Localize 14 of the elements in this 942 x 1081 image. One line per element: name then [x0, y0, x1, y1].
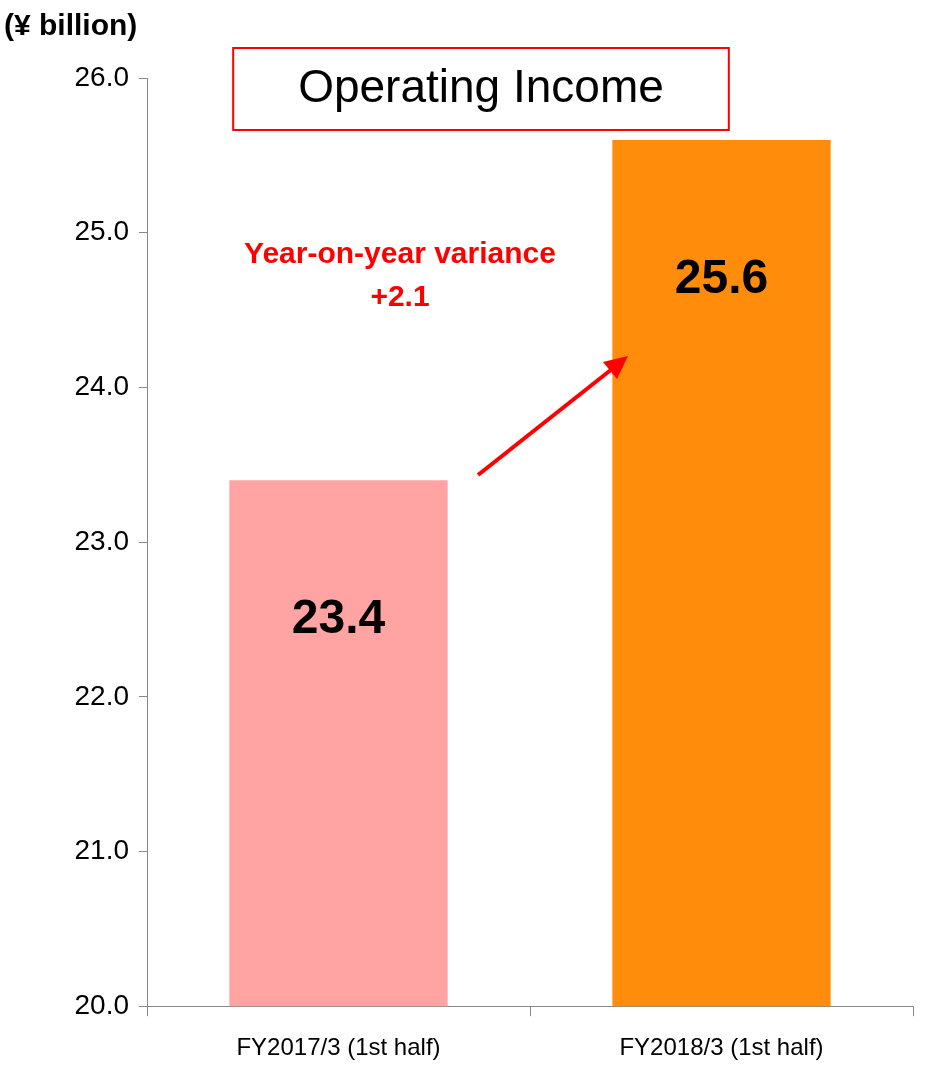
y-tick-label: 24.0 [74, 370, 129, 402]
y-tick-label: 26.0 [74, 60, 129, 92]
y-tick-label: 20.0 [74, 988, 129, 1020]
y-axis-title: (¥ billion) [4, 8, 138, 42]
x-tick-label: FY2017/3 (1st half) [236, 1033, 441, 1061]
y-tick-label: 23.0 [74, 524, 129, 556]
x-tick-label: FY2018/3 (1st half) [619, 1033, 824, 1061]
data-label: 25.6 [674, 250, 769, 304]
y-tick-label: 22.0 [74, 679, 129, 711]
y-tick-label: 25.0 [74, 215, 129, 247]
chart-title: Operating Income [298, 59, 664, 112]
data-label: 23.4 [291, 590, 386, 644]
y-tick-label: 21.0 [74, 834, 129, 866]
annotation: Year-on-year variance +2.1 [244, 236, 556, 313]
